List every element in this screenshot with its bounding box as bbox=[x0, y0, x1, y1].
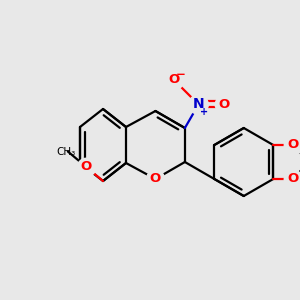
Text: −: − bbox=[176, 68, 186, 82]
Text: CH₃: CH₃ bbox=[56, 148, 76, 158]
Text: O: O bbox=[218, 98, 230, 111]
Text: O: O bbox=[80, 160, 92, 173]
Text: +: + bbox=[200, 107, 208, 117]
Text: O: O bbox=[168, 74, 180, 86]
Text: O: O bbox=[287, 172, 298, 185]
Text: O: O bbox=[150, 172, 161, 185]
Text: O: O bbox=[287, 139, 298, 152]
Text: N: N bbox=[193, 98, 204, 111]
